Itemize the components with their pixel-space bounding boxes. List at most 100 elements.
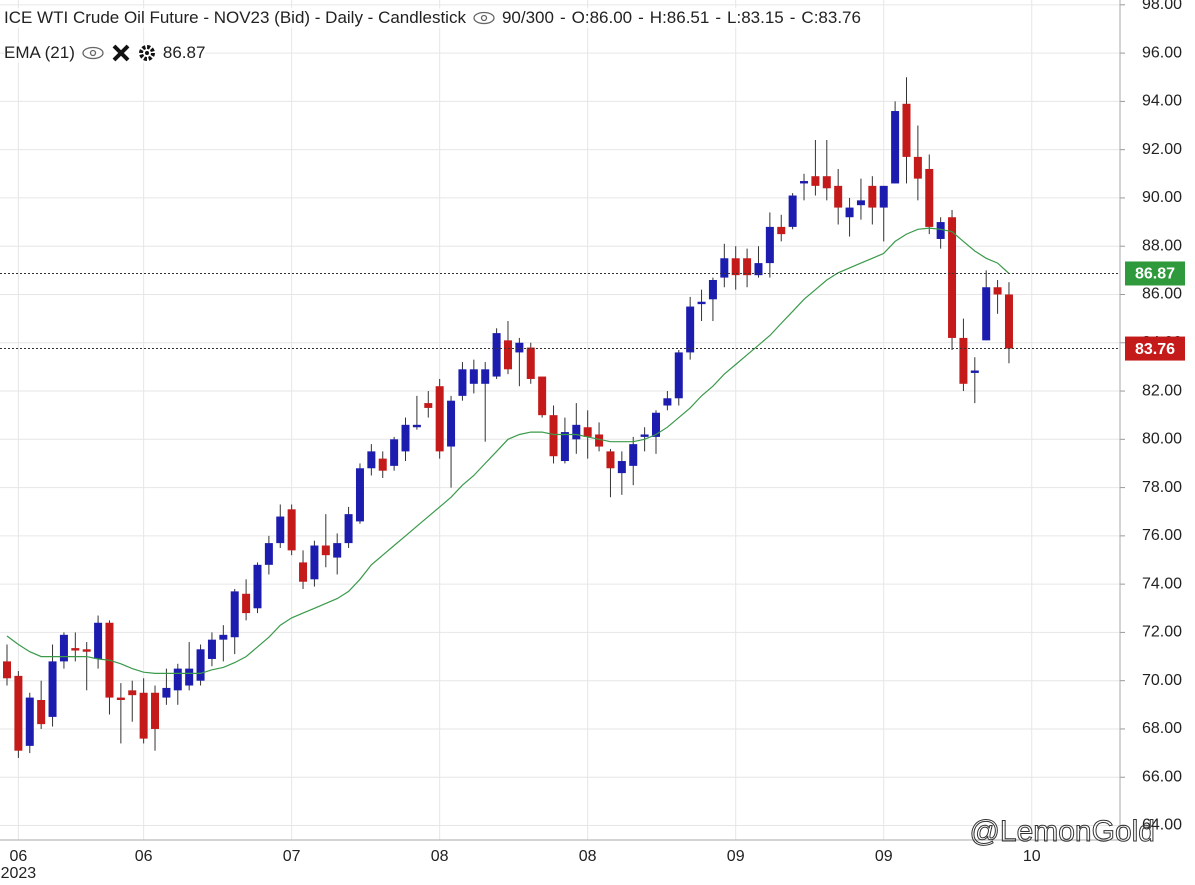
settings-icon[interactable] [137,43,157,63]
candle-body [925,168,934,227]
candle-body [777,226,786,235]
separator: - [715,8,722,27]
candle-body [879,185,888,208]
candle-body [822,176,831,189]
x-tick-label: 07 [283,848,301,865]
y-tick-label: 70.00 [1142,672,1182,689]
candle-body [731,258,740,276]
candle-body [59,634,68,662]
candle-body [515,342,524,353]
x-tick-label: 08 [431,848,449,865]
candle-body [697,301,706,305]
candle-body [151,692,160,729]
candle-body [458,369,467,396]
y-tick-label: 90.00 [1142,189,1182,206]
candle-body [686,306,695,353]
ohlc-group: O:86.00- H:86.51- L:83.15- C:83.76 [572,8,861,28]
candle-body [37,700,46,725]
separator: - [559,8,566,27]
candle-body [14,675,23,751]
candle-body [708,280,717,300]
x-year-label: 2023 [1,865,37,882]
candle-body [355,468,364,522]
x-tick-label: 08 [579,848,597,865]
candle-body [572,424,581,440]
candle-body [3,661,11,679]
candle-body [743,258,752,276]
candle-body [970,370,979,373]
candle-body [526,347,535,379]
eye-icon[interactable] [81,46,105,60]
candle-body [617,461,626,474]
candle-body [492,333,501,377]
ema-line [6,227,1010,674]
candle-body [891,111,900,184]
y-tick-label: 82.00 [1142,382,1182,399]
price-tag-label: 83.76 [1135,341,1175,358]
candle-body [560,432,569,462]
remove-icon[interactable] [111,43,131,63]
x-tick-label: 06 [135,848,153,865]
x-tick-label: 09 [727,848,745,865]
y-tick-label: 92.00 [1142,141,1182,158]
price-tag [1125,336,1185,361]
candle-body [207,639,216,659]
candle-body [447,400,456,447]
candle-body [310,545,319,580]
ohlc-label: O:86.00 [571,8,633,27]
ohlc-label: H:86.51 [649,8,710,27]
candle-body [1004,294,1013,349]
y-tick-label: 80.00 [1142,431,1182,448]
x-tick-label: 09 [875,848,893,865]
candle-body [401,424,410,452]
candle-body [503,340,512,370]
y-tick-label: 86.00 [1142,286,1182,303]
candle-body [264,543,273,565]
candle-body [868,185,877,208]
price-tag-label: 86.87 [1135,266,1175,283]
y-tick-label: 76.00 [1142,527,1182,544]
candle-body [538,376,547,416]
ohlc-label: C:83.76 [801,8,861,27]
candle-body [674,352,683,399]
candle-body [48,661,57,717]
candle-body [800,181,809,184]
candle-body [333,543,342,558]
candle-body [435,386,444,452]
candle-body [173,668,182,691]
y-tick-label: 94.00 [1142,93,1182,110]
candle-body [788,195,797,227]
y-tick-label: 88.00 [1142,237,1182,254]
candle-body [139,692,148,739]
candle-body [845,207,854,218]
indicator-line: EMA (21) 86.87 [4,43,206,63]
watermark: @LemonGold [969,815,1155,848]
ohlc-label: L:83.15 [727,8,784,27]
candle-body [606,451,615,469]
separator: - [789,8,796,27]
candle-body [549,415,558,457]
candle-body [196,649,205,681]
candle-body [185,668,194,686]
candle-body [856,200,865,206]
price-tag [1125,261,1185,286]
candle-body [321,545,330,556]
candle-body [219,634,228,640]
y-tick-label: 78.00 [1142,479,1182,496]
y-tick-label: 98.00 [1142,0,1182,13]
candle-body [299,562,308,582]
candle-body [936,222,945,239]
indicator-value: 86.87 [162,43,206,62]
y-tick-label: 64.00 [1142,817,1182,834]
candle-body [811,176,820,186]
eye-icon[interactable] [472,11,496,25]
y-tick-label: 96.00 [1142,44,1182,61]
candle-body [253,564,262,609]
candle-body [162,687,171,698]
y-tick-label: 72.00 [1142,624,1182,641]
x-tick-label: 10 [1023,848,1041,865]
candle-body [276,516,285,544]
candle-body [834,185,843,208]
